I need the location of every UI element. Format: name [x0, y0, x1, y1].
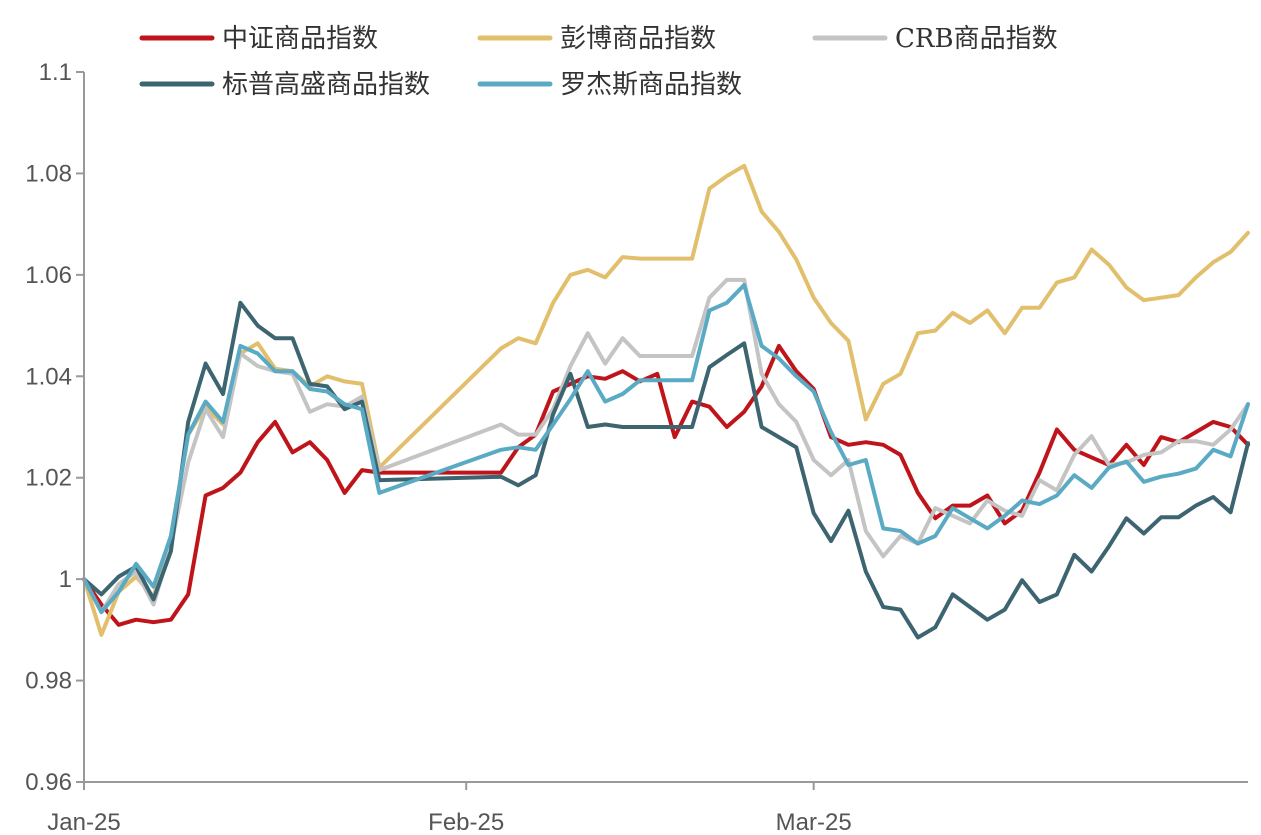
- series-layer: [82, 163, 1250, 640]
- legend-label: 中证商品指数: [222, 24, 378, 54]
- y-tick-label: 1.1: [39, 59, 72, 86]
- x-ticks: Jan-25 Feb-25 Mar-25: [47, 782, 852, 835]
- series-line: [82, 283, 1250, 615]
- y-tick-label: 1.06: [25, 262, 72, 289]
- legend-label: 罗杰斯商品指数: [560, 70, 742, 100]
- legend-label: 彭博商品指数: [560, 24, 716, 54]
- y-tick-label: 1.08: [25, 160, 72, 187]
- legend-label: CRB商品指数: [895, 24, 1058, 54]
- series-line: [82, 277, 1250, 615]
- series-line: [82, 300, 1250, 640]
- y-tick-label: 1.04: [25, 363, 72, 390]
- y-tick-label: 1.02: [25, 465, 72, 492]
- axes: [83, 72, 1248, 783]
- y-tick-label: 1: [59, 566, 72, 593]
- x-tick-label: Feb-25: [428, 809, 504, 835]
- x-tick-label: Jan-25: [47, 809, 120, 835]
- series-line: [82, 343, 1250, 627]
- x-tick-label: Mar-25: [776, 809, 852, 835]
- series-line: [82, 163, 1250, 637]
- y-tick-label: 0.98: [25, 668, 72, 695]
- legend-label: 标普高盛商品指数: [222, 70, 430, 100]
- y-ticks: 0.96 0.98 1 1.02 1.04 1.06 1.08 1.1: [25, 59, 84, 796]
- y-tick-label: 0.96: [25, 769, 72, 796]
